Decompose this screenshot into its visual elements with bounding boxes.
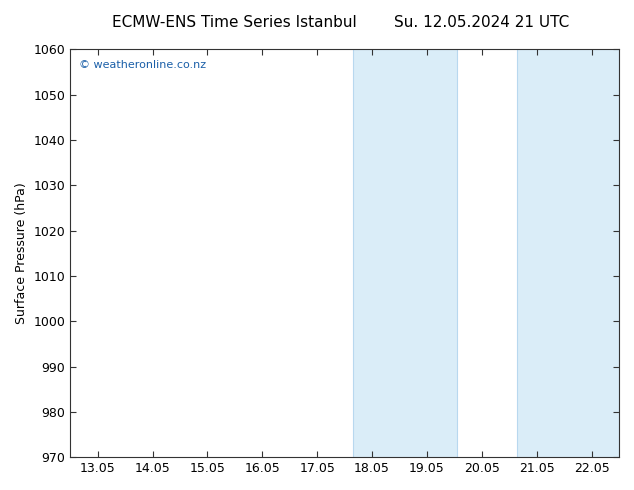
Text: © weatheronline.co.nz: © weatheronline.co.nz [79, 60, 205, 70]
Bar [353, 49, 457, 457]
Text: ECMW-ENS Time Series Istanbul: ECMW-ENS Time Series Istanbul [112, 15, 357, 30]
Text: Su. 12.05.2024 21 UTC: Su. 12.05.2024 21 UTC [394, 15, 569, 30]
Bar [517, 49, 619, 457]
Y-axis label: Surface Pressure (hPa): Surface Pressure (hPa) [15, 182, 28, 324]
